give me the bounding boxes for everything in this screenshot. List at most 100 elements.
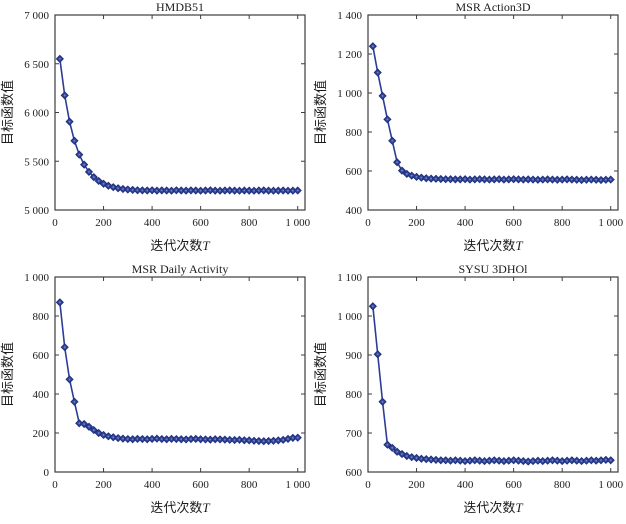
y-tick-label: 1 000 [24,272,49,284]
data-marker-center-dot [546,459,549,462]
data-marker-center-dot [483,460,486,462]
data-marker-center-dot [204,438,207,441]
data-marker-center-dot [493,459,496,462]
data-marker-center-dot [575,459,578,462]
data-marker-center-dot [381,95,384,97]
data-marker-center-dot [165,189,168,192]
data-marker-center-dot [396,450,399,453]
data-marker-center-dot [63,346,66,349]
data-marker-center-dot [532,178,534,181]
data-marker-center-dot [248,439,251,442]
data-marker-center-dot [204,189,207,192]
y-tick-label: 0 [44,467,50,479]
x-tick-label: 0 [52,479,58,491]
data-marker-center-dot [136,189,139,192]
chart-title: HMDB51 [156,0,204,14]
data-marker-center-dot [556,459,559,462]
data-marker-center-dot [405,455,408,457]
data-markers [55,54,302,195]
data-series [368,302,615,466]
data-marker-center-dot [420,457,423,460]
data-series-line [59,302,298,442]
data-marker-center-dot [165,438,168,441]
data-marker-center-dot [262,440,265,443]
data-marker-center-dot [277,439,280,442]
data-marker-center-dot [488,178,491,181]
x-tick-label: 600 [505,479,522,491]
data-marker-center-dot [199,189,202,192]
data-marker-center-dot [170,189,173,192]
data-series [55,298,302,446]
data-marker-center-dot [430,177,433,180]
data-marker-center-dot [233,439,236,441]
data-marker-center-dot [272,439,275,442]
chart-panel-sysu-3dhoi: 0 200 400 600 800 1 000 600 700 800 900 1 000 1 100… [313,262,626,524]
y-axis-label: 目标函数值 [313,80,328,145]
data-marker-center-dot [488,459,491,462]
data-marker-center-dot [561,460,564,462]
data-marker-center-dot [209,189,212,192]
data-marker-center-dot [112,186,115,189]
data-marker-center-dot [243,439,246,442]
data-marker-center-dot [483,178,486,181]
data-marker-center-dot [224,189,226,192]
data-marker-center-dot [243,189,246,192]
data-marker-center-dot [595,178,598,181]
y-tick-label: 1 400 [337,10,362,22]
data-marker-center-dot [131,438,134,441]
data-marker-center-dot [180,189,183,192]
plot-box [54,14,306,211]
data-marker-center-dot [522,460,525,462]
x-tick-label: 800 [554,479,571,491]
x-tick-label: 400 [457,217,474,229]
data-marker-center-dot [282,189,285,192]
data-marker-center-dot [58,301,61,304]
x-tick-label: 1 000 [285,479,310,491]
data-marker-center-dot [117,187,120,190]
x-tick-label: 800 [554,217,571,229]
x-tick-label: 800 [241,217,258,229]
data-marker-center-dot [537,459,539,462]
data-marker-center-dot [136,437,139,440]
data-marker-center-dot [199,438,202,441]
data-marker-center-dot [551,178,554,181]
x-tick-label: 600 [192,217,209,229]
chart-panel-msr-daily-activity: 0 200 400 600 800 1 000 0 200 400 600 800 1 000 MSR … [0,262,313,524]
data-marker-center-dot [219,438,221,441]
y-tick-label: 600 [346,166,363,178]
data-marker-center-dot [566,459,568,462]
data-marker-center-dot [107,435,110,438]
chart-panel-msr-action3d: 0 200 400 600 800 1 000 400 600 800 1 000 1 200 1 4… [313,0,626,262]
data-marker-center-dot [376,71,379,74]
data-marker-center-dot [580,179,583,181]
data-marker-center-dot [262,189,265,192]
tick-marks [54,276,305,473]
tick-labels: 0 200 400 600 800 1 000 600 700 800 900 1 000 1 100 [337,272,623,491]
x-tick-label: 1 000 [598,217,623,229]
data-marker-center-dot [604,178,607,181]
data-marker-center-dot [107,184,110,187]
y-tick-label: 900 [346,350,363,362]
tick-labels: 0 200 400 600 800 1 000 400 600 800 1 000 1 200 1 4… [337,10,623,229]
data-marker-center-dot [517,459,520,462]
data-series-line [59,58,298,192]
data-marker-center-dot [180,438,183,441]
chart-title: SYSU 3DHOl [458,262,528,276]
chart-panel-hmdb51: 0 200 400 600 800 1 000 5 000 5 500 6 000 6 500 7 … [0,0,313,262]
data-marker-center-dot [287,437,289,440]
y-tick-label: 400 [346,205,363,217]
data-marker-center-dot [507,178,510,181]
data-marker-center-dot [546,178,549,181]
data-marker-center-dot [131,189,134,191]
data-marker-center-dot [296,189,299,192]
data-markers [368,42,615,185]
data-marker-center-dot [371,45,374,48]
tick-marks [367,276,618,473]
chart-svg: 0 200 400 600 800 1 000 600 700 800 900 1 000 1 100… [313,262,624,515]
y-tick-label: 1 100 [337,272,362,284]
data-marker-center-dot [391,446,394,449]
data-marker-center-dot [97,432,100,434]
y-tick-label: 700 [346,428,363,440]
data-marker-center-dot [396,161,399,164]
chart-svg: 0 200 400 600 800 1 000 0 200 400 600 800 1 000 MSR … [0,262,311,515]
